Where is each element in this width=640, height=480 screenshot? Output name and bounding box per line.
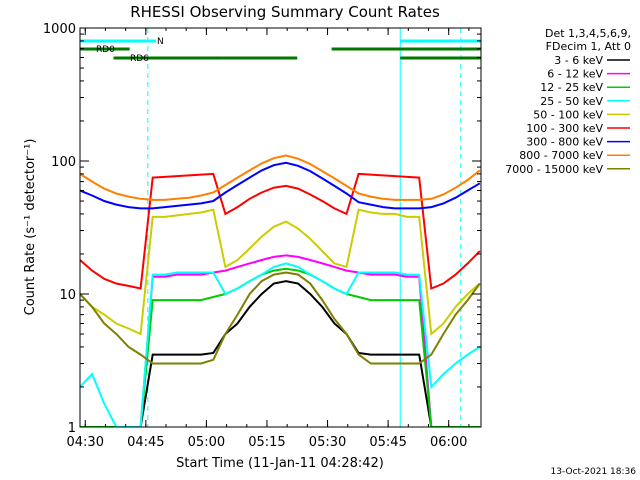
flag-n-label: N (157, 37, 164, 47)
y-tick-label-3: 1000 (43, 22, 76, 37)
plot-frame (79, 27, 482, 428)
x-tick-label-4: 05:30 (309, 435, 346, 450)
x-axis-ticks: 04:30 04:45 05:00 05:15 05:30 05:45 06:00 (67, 28, 470, 450)
series-line-4 (80, 208, 481, 337)
legend-label-6: 300 - 800 keV (526, 136, 603, 149)
x-tick-label-1: 04:45 (127, 435, 164, 450)
legend-label-7: 800 - 7000 keV (519, 149, 603, 162)
chart-title: RHESSI Observing Summary Count Rates (130, 3, 440, 21)
y-tick-label-1: 10 (59, 288, 76, 303)
legend-label-5: 100 - 300 keV (526, 122, 603, 135)
x-tick-label-3: 05:15 (248, 435, 285, 450)
legend-label-8: 7000 - 15000 keV (505, 163, 603, 176)
x-tick-label-6: 06:00 (430, 435, 467, 450)
legend-header-line-1: Det 1,3,4,5,6,9, (545, 27, 631, 40)
legend-label-3: 25 - 50 keV (540, 95, 603, 108)
flag-rd6-label: RD6 (130, 54, 149, 64)
series-line-6 (80, 161, 481, 210)
flag-rd0-label: RD0 (96, 45, 115, 55)
x-axis-label: Start Time (11-Jan-11 04:28:42) (176, 456, 384, 471)
legend-header-line-2: FDecim 1, Att 0 (546, 40, 631, 53)
legend-label-2: 12 - 25 keV (540, 81, 603, 94)
legend-label-0: 3 - 6 keV (554, 54, 603, 67)
x-tick-label-2: 05:00 (188, 435, 225, 450)
series-line-7 (80, 154, 481, 201)
y-axis-ticks: 1 10 100 1000 (43, 22, 481, 436)
y-axis-label: Count Rate (s⁻¹ detector⁻¹) (23, 139, 38, 316)
plot-timestamp: 13-Oct-2021 18:36 (551, 467, 637, 477)
plot-area: N RD0 RD6 (80, 28, 481, 427)
x-tick-label-5: 05:45 (369, 435, 406, 450)
x-tick-label-0: 04:30 (67, 435, 104, 450)
series-line-8 (80, 271, 481, 365)
legend-label-4: 50 - 100 keV (533, 108, 603, 121)
series-line-0 (80, 280, 480, 427)
series-line-3 (80, 262, 481, 427)
legend-label-1: 6 - 12 keV (547, 68, 603, 81)
series-line-5 (80, 172, 481, 290)
y-tick-label-2: 100 (51, 155, 76, 170)
series-line-2 (80, 267, 480, 427)
y-tick-label-0: 1 (68, 421, 76, 436)
